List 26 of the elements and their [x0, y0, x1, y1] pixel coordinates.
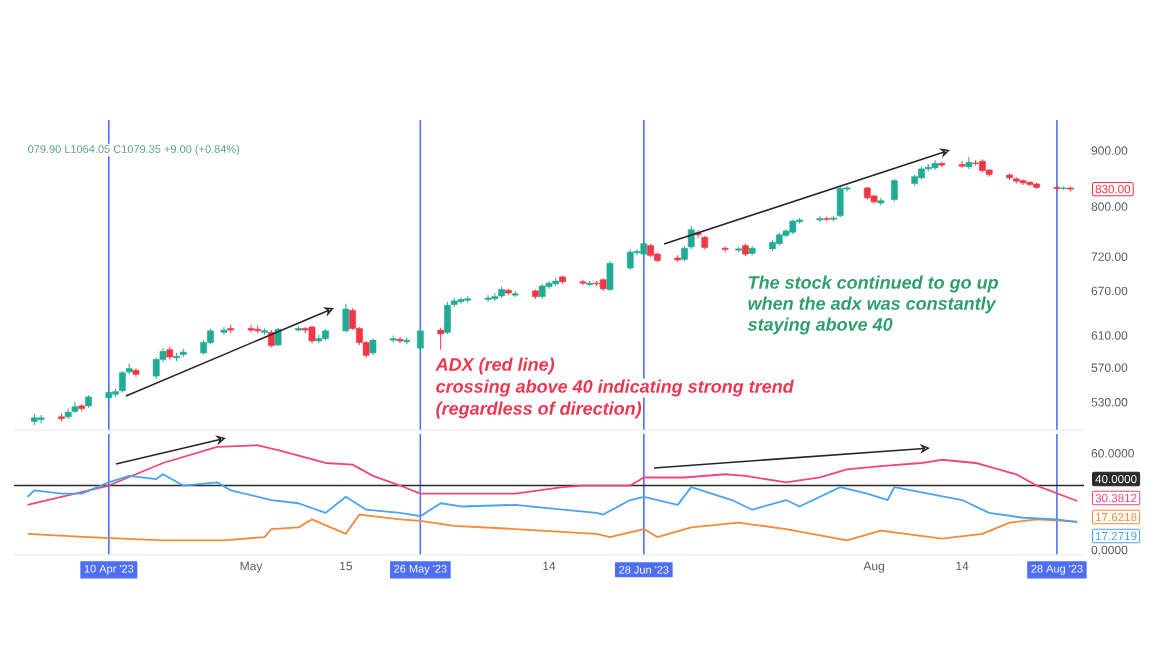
candlestick: [816, 215, 824, 223]
candlestick: [71, 400, 79, 414]
candlestick: [721, 245, 729, 253]
candlestick: [274, 327, 282, 348]
line-series: [26, 513, 1079, 542]
candlestick: [396, 336, 404, 344]
candlestick: [626, 249, 634, 271]
candlestick: [891, 178, 898, 202]
annotation: (regardless of direction): [436, 401, 642, 419]
candlestick: [1019, 178, 1027, 186]
candlestick: [606, 260, 614, 292]
candlestick: [119, 370, 126, 394]
candlestick: [511, 290, 519, 298]
candlestick: [931, 159, 939, 171]
candlestick: [437, 327, 444, 351]
line-series: [26, 473, 1079, 524]
annotation: The stock continued to go up: [748, 275, 999, 293]
candlestick: [836, 186, 844, 218]
candlestick: [342, 303, 350, 333]
annotation: ADX (red line): [435, 357, 555, 375]
candlestick: [965, 156, 973, 170]
candlestick: [416, 328, 424, 352]
annotation: when the adx was constantly: [748, 296, 997, 314]
annotation: staying above 40: [747, 317, 893, 335]
annotation: crossing above 40 indicating strong trend: [436, 379, 794, 397]
candlestick: [444, 301, 451, 335]
